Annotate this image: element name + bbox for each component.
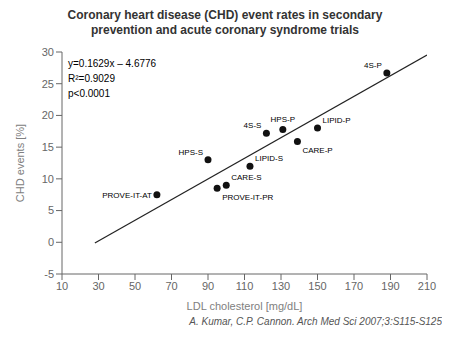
svg-text:CARE-S: CARE-S (231, 173, 261, 182)
svg-text:15: 15 (42, 141, 54, 153)
svg-text:210: 210 (418, 280, 436, 292)
svg-text:20: 20 (42, 109, 54, 121)
svg-text:170: 170 (345, 280, 363, 292)
svg-text:25: 25 (42, 78, 54, 90)
svg-text:CHD events [%]: CHD events [%] (14, 124, 26, 202)
svg-text:LIPID-P: LIPID-P (323, 116, 351, 125)
html-text:p<0.0001: p<0.0001 (68, 88, 110, 99)
svg-text:5: 5 (48, 204, 54, 216)
svg-text:130: 130 (272, 280, 290, 292)
svg-text:30: 30 (92, 280, 104, 292)
svg-text:PROVE-IT-AT: PROVE-IT-AT (102, 191, 152, 200)
svg-text:LIPID-S: LIPID-S (255, 154, 283, 163)
svg-text:30: 30 (42, 46, 54, 58)
svg-text:50: 50 (129, 280, 141, 292)
svg-text:0: 0 (48, 236, 54, 248)
html-text:A. Kumar, C.P. Cannon. Arch Me: A. Kumar, C.P. Cannon. Arch Med Sci 2007… (189, 316, 442, 327)
svg-text:4S-P: 4S-P (364, 61, 382, 70)
svg-text:-5: -5 (44, 268, 54, 280)
svg-text:HPS-P: HPS-P (271, 115, 295, 124)
svg-text:10: 10 (42, 173, 54, 185)
svg-text:150: 150 (308, 280, 326, 292)
svg-text:70: 70 (165, 280, 177, 292)
svg-text:PROVE-IT-PR: PROVE-IT-PR (222, 193, 273, 202)
html-text:Coronary heart disease (CHD) e: Coronary heart disease (CHD) event rates… (67, 8, 383, 37)
svg-text:4S-S: 4S-S (244, 121, 262, 130)
svg-text:CARE-P: CARE-P (302, 146, 332, 155)
svg-text:190: 190 (381, 280, 399, 292)
svg-text:LDL cholesterol [mg/dL]: LDL cholesterol [mg/dL] (187, 300, 303, 312)
html-text:R²=0.9029: R²=0.9029 (68, 73, 115, 84)
svg-text:HPS-S: HPS-S (179, 148, 203, 157)
svg-text:90: 90 (202, 280, 214, 292)
svg-text:110: 110 (236, 280, 254, 292)
html-text:y=0.1629x – 4.6776: y=0.1629x – 4.6776 (68, 58, 157, 69)
svg-text:10: 10 (56, 280, 68, 292)
